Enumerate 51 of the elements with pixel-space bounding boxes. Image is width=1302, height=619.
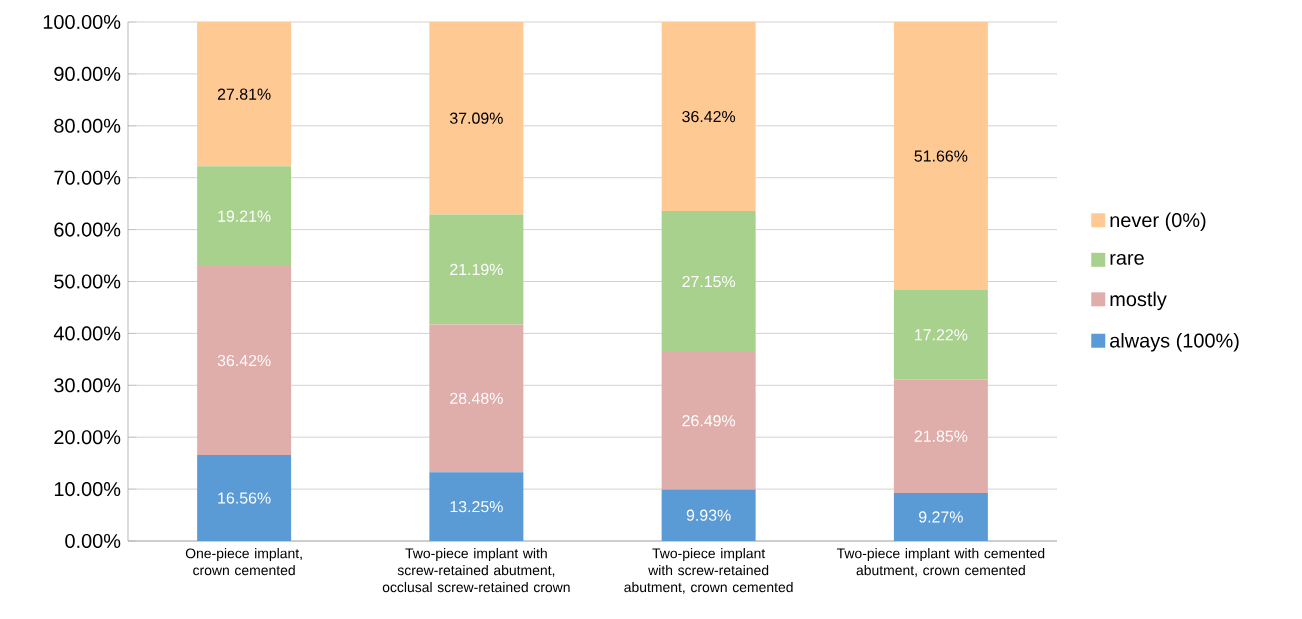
x-tick-label: One-piece implant, crown cemented (185, 548, 302, 576)
bar (893, 379, 988, 493)
y-tick-label: 0.00% (65, 533, 121, 549)
bar (893, 21, 988, 291)
y-tick-label: 60.00% (54, 222, 121, 237)
bar (893, 492, 988, 541)
data-label: 36.42% (682, 110, 736, 123)
bar (197, 266, 292, 456)
bar (197, 455, 292, 541)
bar (429, 21, 524, 215)
data-label: 36.42% (217, 354, 271, 367)
data-label: 9.93% (686, 509, 731, 521)
data-label: 28.48% (450, 392, 503, 404)
data-label: 16.56% (218, 492, 271, 504)
bar (661, 351, 756, 490)
bar (197, 166, 292, 267)
x-tick-label: Two-piece implant with cemented abutment, crown cemented (836, 548, 1045, 577)
bar (661, 489, 756, 541)
data-label: 9.27% (919, 511, 963, 523)
x-tick-label: Two-piece implant with screw-retained abutment, occlusal screw-retained crown (382, 548, 570, 593)
bar (893, 290, 988, 380)
y-tick-label: 100.00% (43, 14, 121, 30)
data-label: 13.25% (450, 500, 503, 513)
y-tick-label: 70.00% (54, 170, 121, 185)
legend-label: never (0%) (1110, 212, 1206, 232)
y-tick-label: 90.00% (54, 66, 121, 81)
data-label: 21.85% (914, 430, 968, 442)
bar (429, 214, 524, 325)
bar (661, 22, 756, 212)
data-label: 17.22% (915, 329, 968, 341)
x-tick-label: Two-piece implant with screw-retained abutment, crown cemented (624, 548, 793, 594)
bar (661, 211, 756, 352)
legend-label: always (100%) (1110, 333, 1239, 352)
legend-label: rare (1110, 253, 1144, 265)
bar (429, 472, 524, 541)
y-tick-label: 50.00% (54, 274, 121, 289)
data-label: 21.19% (450, 263, 503, 276)
data-label: 26.49% (682, 415, 736, 427)
data-label: 27.15% (682, 275, 736, 288)
y-tick-label: 10.00% (54, 482, 121, 497)
data-label: 27.81% (217, 88, 271, 100)
bar (429, 324, 524, 473)
data-label: 37.09% (449, 112, 503, 124)
data-label: 51.66% (914, 150, 968, 162)
y-tick-label: 30.00% (54, 378, 121, 393)
y-tick-label: 40.00% (53, 326, 121, 341)
legend-label: mostly (1110, 291, 1167, 311)
bar (197, 21, 292, 167)
y-tick-label: 20.00% (54, 430, 121, 445)
data-label: 19.21% (218, 210, 271, 222)
y-tick-label: 80.00% (54, 118, 121, 133)
